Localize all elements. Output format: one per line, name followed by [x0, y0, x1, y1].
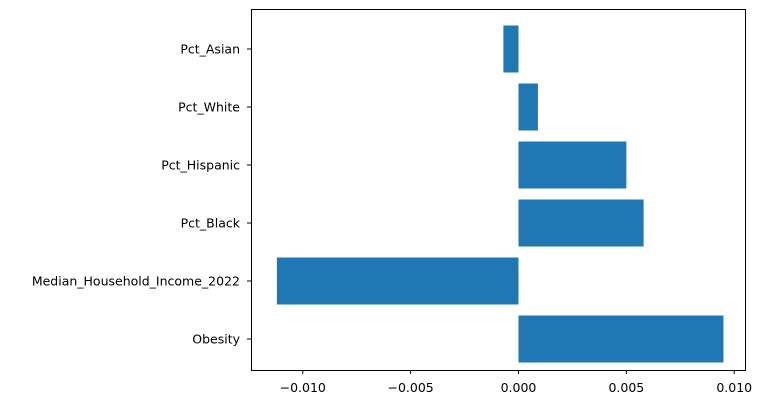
plot-frame [251, 9, 746, 371]
x-tick-label: −0.005 [388, 380, 434, 395]
x-tick-label: 0.005 [608, 380, 644, 395]
x-axis: −0.010 −0.005 0.000 0.005 0.010 [280, 370, 752, 395]
bar-pct-black [518, 199, 644, 247]
bar-pct-asian [503, 25, 519, 73]
bar-obesity [518, 315, 724, 363]
y-axis: Obesity Median_Household_Income_2022 Pct_B… [32, 42, 251, 347]
bars-layer [276, 25, 724, 363]
bar-pct-hispanic [518, 141, 627, 189]
y-tick-label: Pct_Black [181, 216, 241, 231]
bar-median-household-income-2022 [276, 257, 519, 305]
y-tick-label: Pct_Hispanic [161, 158, 240, 173]
y-tick-label: Pct_Asian [180, 42, 240, 57]
y-tick-label: Obesity [192, 332, 240, 347]
x-tick-label: −0.010 [280, 380, 326, 395]
y-tick-label: Median_Household_Income_2022 [32, 274, 240, 289]
bar-pct-white [518, 83, 538, 131]
x-tick-label: 0.010 [716, 380, 752, 395]
x-tick-label: 0.000 [501, 380, 537, 395]
y-tick-label: Pct_White [178, 100, 240, 115]
